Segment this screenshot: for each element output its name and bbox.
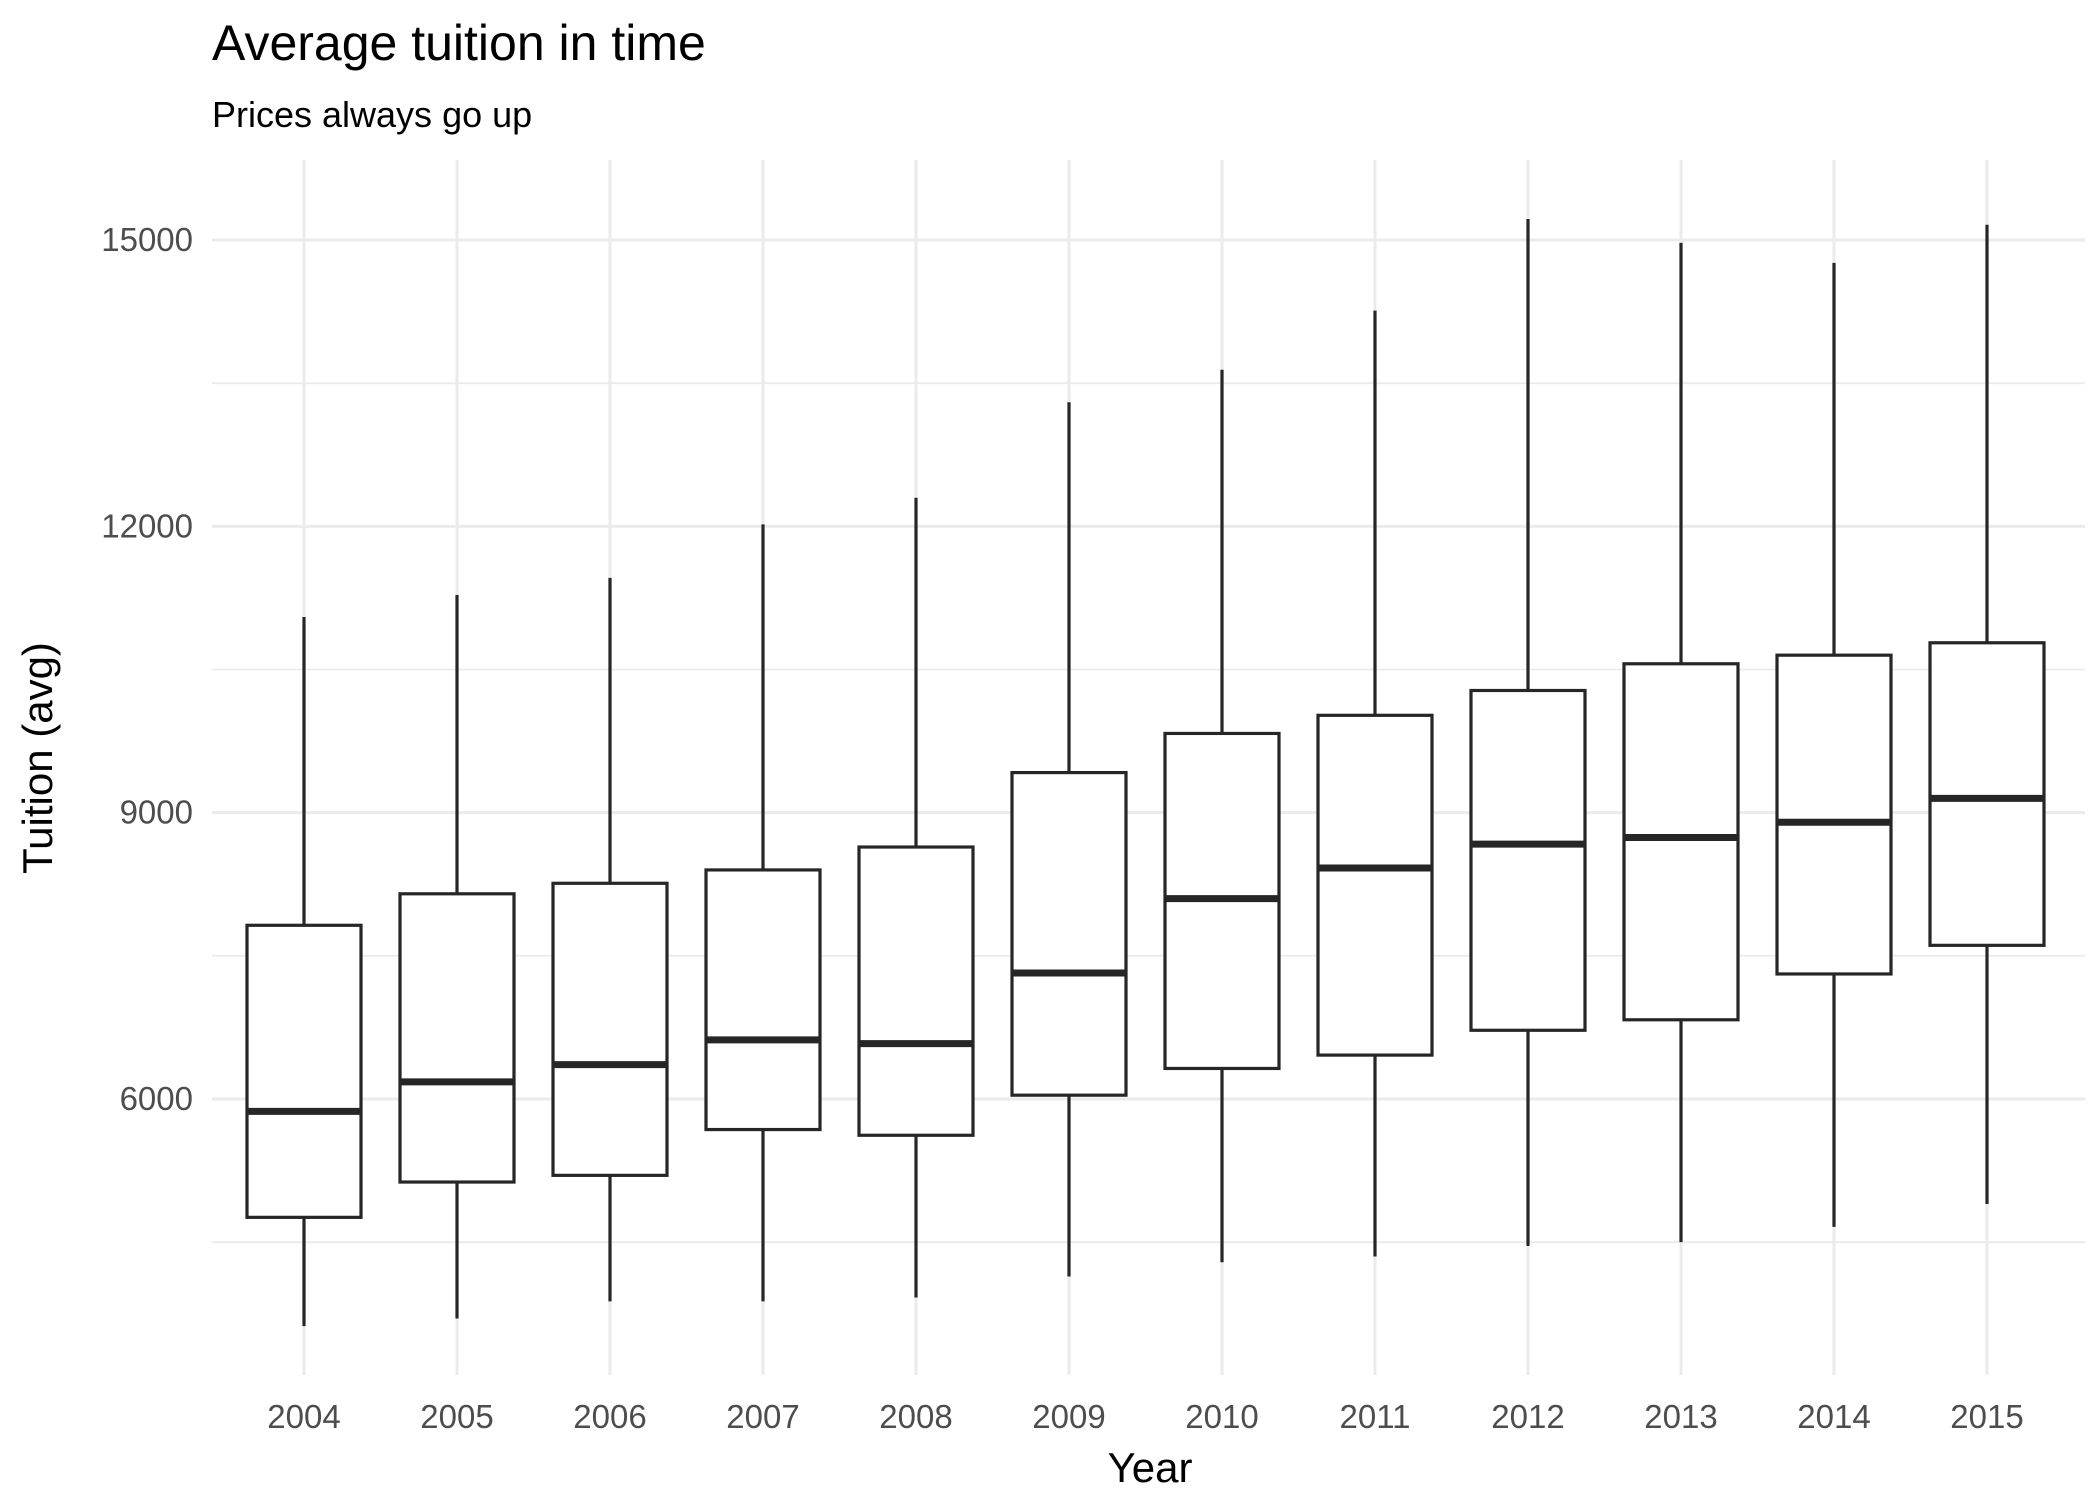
interquartile-box	[857, 845, 975, 1137]
box-2004	[245, 617, 363, 1327]
x-tick-label: 2006	[573, 1398, 646, 1435]
x-tick-label: 2015	[1950, 1398, 2023, 1435]
y-tick-label: 12000	[101, 507, 193, 544]
interquartile-box	[551, 881, 669, 1177]
interquartile-box	[1316, 713, 1434, 1057]
box-2008	[857, 497, 975, 1298]
y-axis-title: Tuition (avg)	[14, 642, 61, 874]
box-2013	[1622, 242, 1740, 1243]
box-2006	[551, 577, 669, 1302]
x-tick-label: 2010	[1185, 1398, 1258, 1435]
y-axis-tick-labels: 6000 9000 12000 15000	[101, 221, 193, 1117]
x-tick-label: 2005	[420, 1398, 493, 1435]
interquartile-box	[1775, 653, 1893, 976]
x-tick-label: 2011	[1340, 1398, 1411, 1435]
box-2010	[1163, 369, 1281, 1263]
interquartile-box	[398, 892, 516, 1184]
box-2012	[1469, 219, 1587, 1246]
y-tick-label: 6000	[120, 1080, 193, 1117]
box-2011	[1316, 310, 1434, 1257]
x-axis-tick-labels: 2004 2005 2006 2007 2008 2009 2010 2011 2012 2013…	[267, 1398, 2023, 1435]
interquartile-box	[1928, 641, 2046, 947]
box-2009	[1010, 402, 1128, 1277]
x-tick-label: 2008	[879, 1398, 952, 1435]
box-2007	[704, 524, 822, 1302]
box-2005	[398, 595, 516, 1319]
boxplot-series	[245, 219, 2046, 1327]
chart-subtitle: Prices always go up	[212, 94, 532, 135]
interquartile-box	[704, 868, 822, 1132]
x-axis-title: Year	[1108, 1444, 1193, 1491]
y-tick-label: 15000	[101, 221, 193, 258]
x-tick-label: 2009	[1032, 1398, 1105, 1435]
box-2014	[1775, 262, 1893, 1227]
chart-title: Average tuition in time	[212, 15, 706, 71]
interquartile-box	[1469, 688, 1587, 1032]
interquartile-box	[1010, 770, 1128, 1097]
x-tick-label: 2014	[1797, 1398, 1870, 1435]
interquartile-box	[245, 923, 363, 1219]
x-tick-label: 2012	[1491, 1398, 1564, 1435]
interquartile-box	[1622, 662, 1740, 1022]
x-tick-label: 2004	[267, 1398, 340, 1435]
x-tick-label: 2007	[726, 1398, 799, 1435]
x-tick-label: 2013	[1644, 1398, 1717, 1435]
box-2015	[1928, 224, 2046, 1204]
y-tick-label: 9000	[120, 794, 193, 831]
